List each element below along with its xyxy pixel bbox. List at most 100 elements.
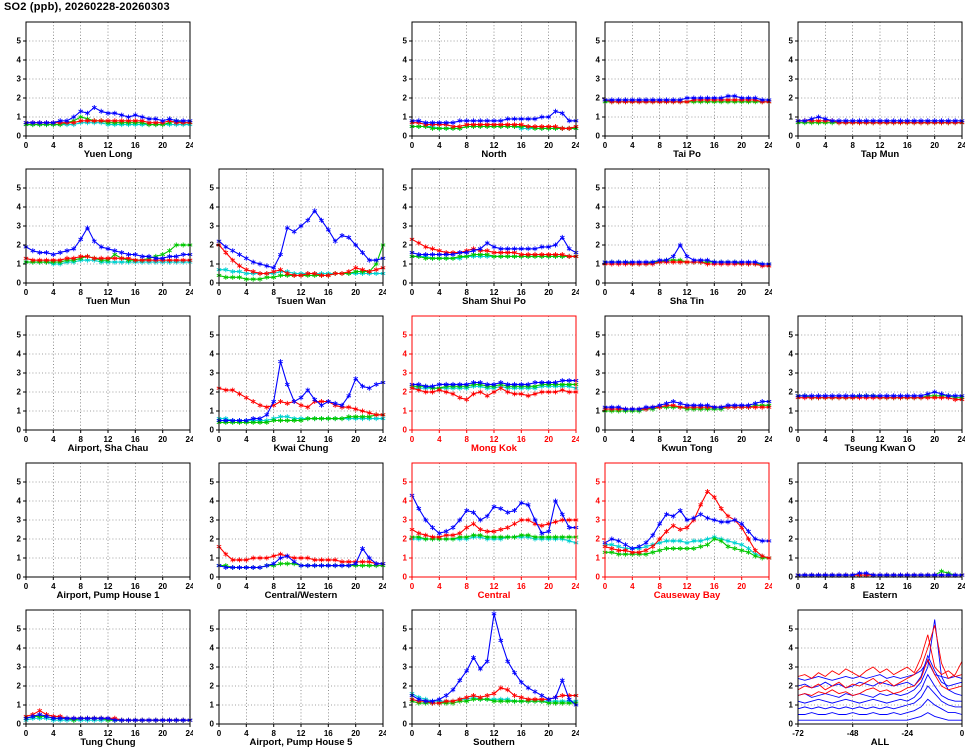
y-tick-label: 3 xyxy=(596,369,601,378)
chart-airport-pump-house-5: 0 4 8 12 16 20 24 0 1 2 3 4 5 Airport, Pump House 5 xyxy=(193,604,388,751)
y-tick-label: 3 xyxy=(210,369,215,378)
y-tick-label: 5 xyxy=(403,37,408,46)
x-tick-label: 12 xyxy=(490,435,499,444)
x-tick-label: 0 xyxy=(796,435,801,444)
x-tick-label: 24 xyxy=(765,582,772,591)
chart-tap-mun: 0 4 8 12 16 20 24 0 1 2 3 4 5 Tap Mun xyxy=(772,16,965,163)
chart-title: Airport, Sha Chau xyxy=(68,443,149,454)
x-tick-label: 24 xyxy=(572,582,579,591)
chart-title: Eastern xyxy=(863,590,898,601)
page-title: SO2 (ppb), 20260228-20260303 xyxy=(4,1,170,13)
y-tick-label: 4 xyxy=(789,56,794,65)
y-tick-label: 1 xyxy=(17,407,22,416)
x-tick-label: -48 xyxy=(847,729,859,738)
y-tick-label: 5 xyxy=(789,478,794,487)
y-tick-label: 3 xyxy=(17,516,22,525)
y-tick-label: 5 xyxy=(210,184,215,193)
y-tick-label: 0 xyxy=(403,573,408,582)
chart-title: North xyxy=(481,149,507,160)
x-tick-label: 12 xyxy=(297,288,306,297)
y-tick-label: 1 xyxy=(596,113,601,122)
y-tick-label: 5 xyxy=(17,331,22,340)
x-tick-label: 0 xyxy=(24,729,29,738)
chart-title: Yuen Long xyxy=(84,149,133,160)
x-tick-label: 4 xyxy=(51,141,56,150)
y-tick-label: 1 xyxy=(210,701,215,710)
chart-title: Tai Po xyxy=(673,149,701,160)
chart-plot-all: -72 -48 -24 0 0 1 2 3 4 5 ALL xyxy=(789,609,965,748)
x-tick-label: 4 xyxy=(437,582,442,591)
y-tick-label: 3 xyxy=(17,663,22,672)
y-tick-label: 2 xyxy=(403,682,408,691)
y-tick-label: 3 xyxy=(596,75,601,84)
y-tick-label: 0 xyxy=(210,573,215,582)
x-tick-label: 12 xyxy=(297,582,306,591)
x-tick-label: 20 xyxy=(158,582,167,591)
y-tick-label: 5 xyxy=(17,625,22,634)
y-tick-label: 4 xyxy=(17,56,22,65)
chart-southern: 0 4 8 12 16 20 24 0 1 2 3 4 5 Southern xyxy=(386,604,581,751)
y-tick-label: 3 xyxy=(789,516,794,525)
y-tick-label: 4 xyxy=(403,350,408,359)
x-tick-label: 24 xyxy=(572,729,579,738)
x-tick-label: 16 xyxy=(324,729,333,738)
x-tick-label: 0 xyxy=(796,582,801,591)
y-tick-label: 2 xyxy=(210,682,215,691)
chart-title: Mong Kok xyxy=(471,443,518,454)
chart-central-western: 0 4 8 12 16 20 24 0 1 2 3 4 5 Central/Western xyxy=(193,457,388,604)
x-tick-label: 24 xyxy=(379,582,386,591)
x-tick-label: 8 xyxy=(850,582,855,591)
y-tick-label: 5 xyxy=(403,478,408,487)
y-tick-label: 2 xyxy=(17,94,22,103)
x-tick-label: 24 xyxy=(765,288,772,297)
y-tick-label: 1 xyxy=(789,554,794,563)
x-tick-label: 8 xyxy=(271,435,276,444)
x-tick-label: 4 xyxy=(630,141,635,150)
chart-airport-sha-chau: 0 4 8 12 16 20 24 0 1 2 3 4 5 Airport, Sha Chau xyxy=(0,310,195,457)
x-tick-label: 12 xyxy=(490,729,499,738)
x-tick-label: 24 xyxy=(186,141,193,150)
y-tick-label: 5 xyxy=(789,37,794,46)
y-tick-label: 4 xyxy=(210,497,215,506)
x-tick-label: 24 xyxy=(572,141,579,150)
x-tick-label: 12 xyxy=(683,582,692,591)
y-tick-label: 1 xyxy=(403,554,408,563)
y-tick-label: 0 xyxy=(596,279,601,288)
chart-all: -72 -48 -24 0 0 1 2 3 4 5 ALL xyxy=(772,604,965,751)
x-tick-label: 24 xyxy=(186,435,193,444)
y-tick-label: 3 xyxy=(403,369,408,378)
x-tick-label: 12 xyxy=(490,141,499,150)
y-tick-label: 0 xyxy=(210,720,215,729)
x-tick-label: 20 xyxy=(544,435,553,444)
y-tick-label: 3 xyxy=(17,369,22,378)
y-tick-label: 5 xyxy=(17,478,22,487)
y-tick-label: 1 xyxy=(596,554,601,563)
x-tick-label: 20 xyxy=(544,729,553,738)
y-tick-label: 2 xyxy=(403,94,408,103)
x-tick-label: 20 xyxy=(544,582,553,591)
x-tick-label: 8 xyxy=(657,288,662,297)
x-tick-label: 12 xyxy=(104,141,113,150)
y-tick-label: 4 xyxy=(403,56,408,65)
y-tick-label: 0 xyxy=(789,132,794,141)
x-tick-label: 24 xyxy=(186,729,193,738)
x-tick-label: 0 xyxy=(24,435,29,444)
chart-tsuen-wan: 0 4 8 12 16 20 24 0 1 2 3 4 5 Tsuen Wan xyxy=(193,163,388,310)
x-tick-label: 24 xyxy=(958,582,965,591)
y-tick-label: 3 xyxy=(17,222,22,231)
x-tick-label: 20 xyxy=(737,435,746,444)
x-tick-label: 0 xyxy=(217,288,222,297)
y-tick-label: 0 xyxy=(403,132,408,141)
x-tick-label: 0 xyxy=(410,582,415,591)
x-tick-label: 12 xyxy=(104,435,113,444)
y-tick-label: 5 xyxy=(596,478,601,487)
x-tick-label: 20 xyxy=(544,141,553,150)
x-tick-label: 0 xyxy=(796,141,801,150)
x-tick-label: 8 xyxy=(271,582,276,591)
x-tick-label: 20 xyxy=(930,435,939,444)
x-tick-label: 4 xyxy=(823,582,828,591)
y-tick-label: 0 xyxy=(596,573,601,582)
